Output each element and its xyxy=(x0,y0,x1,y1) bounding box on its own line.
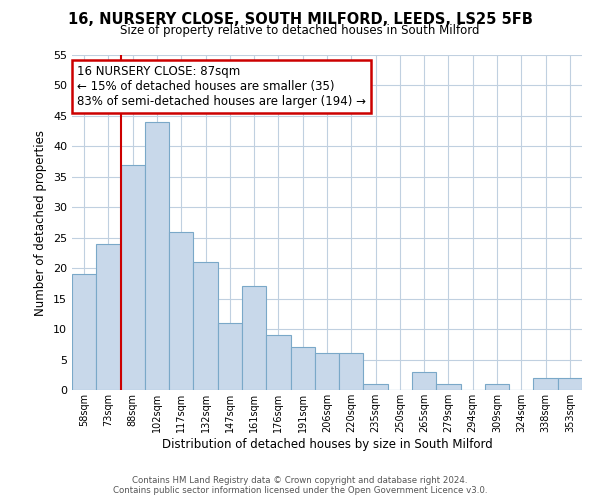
Bar xyxy=(169,232,193,390)
Bar xyxy=(145,122,169,390)
Text: Contains HM Land Registry data © Crown copyright and database right 2024.
Contai: Contains HM Land Registry data © Crown c… xyxy=(113,476,487,495)
Text: 16, NURSERY CLOSE, SOUTH MILFORD, LEEDS, LS25 5FB: 16, NURSERY CLOSE, SOUTH MILFORD, LEEDS,… xyxy=(68,12,532,28)
Y-axis label: Number of detached properties: Number of detached properties xyxy=(34,130,47,316)
Bar xyxy=(558,378,582,390)
Bar xyxy=(315,354,339,390)
X-axis label: Distribution of detached houses by size in South Milford: Distribution of detached houses by size … xyxy=(161,438,493,450)
Bar xyxy=(290,348,315,390)
Bar xyxy=(96,244,121,390)
Bar xyxy=(242,286,266,390)
Bar xyxy=(121,164,145,390)
Bar xyxy=(436,384,461,390)
Text: Size of property relative to detached houses in South Milford: Size of property relative to detached ho… xyxy=(120,24,480,37)
Text: 16 NURSERY CLOSE: 87sqm
← 15% of detached houses are smaller (35)
83% of semi-de: 16 NURSERY CLOSE: 87sqm ← 15% of detache… xyxy=(77,65,366,108)
Bar xyxy=(72,274,96,390)
Bar xyxy=(533,378,558,390)
Bar xyxy=(193,262,218,390)
Bar xyxy=(364,384,388,390)
Bar xyxy=(485,384,509,390)
Bar xyxy=(339,354,364,390)
Bar xyxy=(266,335,290,390)
Bar xyxy=(412,372,436,390)
Bar xyxy=(218,323,242,390)
